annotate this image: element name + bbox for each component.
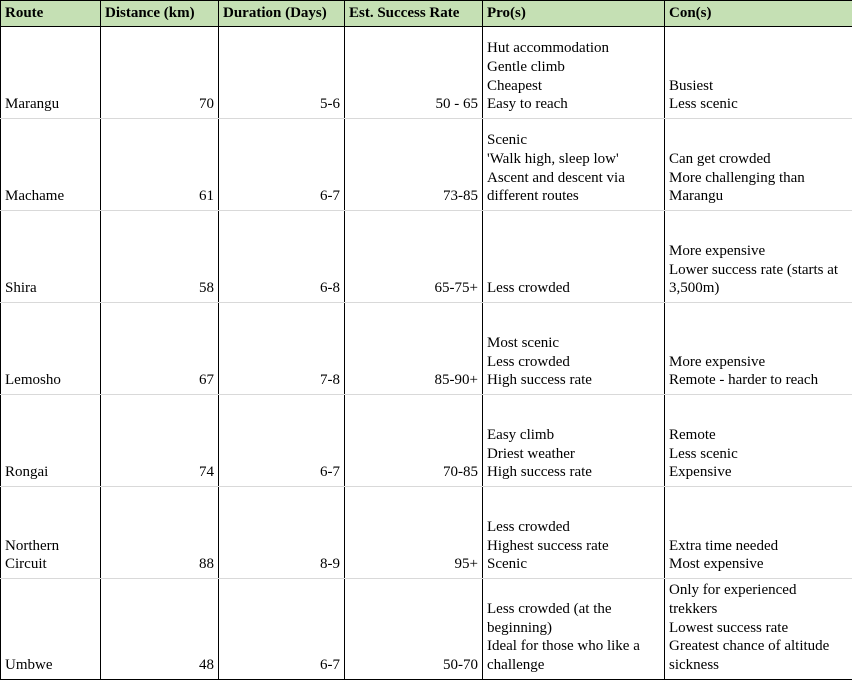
cell-route: Northern Circuit: [1, 487, 101, 579]
cell-pros: Less crowdedHighest success rateScenic: [483, 487, 665, 579]
col-distance: Distance (km): [101, 1, 219, 27]
cell-duration: 6-7: [219, 579, 345, 680]
cell-cons: Extra time neededMost expensive: [665, 487, 852, 579]
routes-table: Route Distance (km) Duration (Days) Est.…: [0, 0, 852, 680]
cell-distance: 70: [101, 27, 219, 119]
cell-distance: 48: [101, 579, 219, 680]
table-row: Northern Circuit888-995+Less crowdedHigh…: [1, 487, 852, 579]
cell-success: 50 - 65: [345, 27, 483, 119]
cell-route: Shira: [1, 211, 101, 303]
cell-distance: 61: [101, 119, 219, 211]
table-row: Umbwe486-750-70Less crowded (at the begi…: [1, 579, 852, 680]
cell-distance: 67: [101, 303, 219, 395]
cell-duration: 6-7: [219, 119, 345, 211]
cell-duration: 5-6: [219, 27, 345, 119]
cell-success: 95+: [345, 487, 483, 579]
cell-pros: Scenic'Walk high, sleep low'Ascent and d…: [483, 119, 665, 211]
cell-success: 50-70: [345, 579, 483, 680]
table-row: Shira586-865-75+Less crowdedMore expensi…: [1, 211, 852, 303]
cell-success: 85-90+: [345, 303, 483, 395]
cell-distance: 58: [101, 211, 219, 303]
cell-pros: Less crowded (at the beginning)Ideal for…: [483, 579, 665, 680]
cell-pros: Most scenicLess crowdedHigh success rate: [483, 303, 665, 395]
cell-cons: More expensiveRemote - harder to reach: [665, 303, 852, 395]
cell-cons: Can get crowdedMore challenging than Mar…: [665, 119, 852, 211]
cell-duration: 6-8: [219, 211, 345, 303]
cell-route: Machame: [1, 119, 101, 211]
cell-distance: 74: [101, 395, 219, 487]
col-pros: Pro(s): [483, 1, 665, 27]
cell-success: 65-75+: [345, 211, 483, 303]
cell-duration: 7-8: [219, 303, 345, 395]
cell-success: 73-85: [345, 119, 483, 211]
cell-cons: BusiestLess scenic: [665, 27, 852, 119]
cell-cons: More expensiveLower success rate (starts…: [665, 211, 852, 303]
cell-cons: RemoteLess scenicExpensive: [665, 395, 852, 487]
cell-route: Lemosho: [1, 303, 101, 395]
cell-pros: Easy climbDriest weatherHigh success rat…: [483, 395, 665, 487]
table-row: Machame616-773-85Scenic'Walk high, sleep…: [1, 119, 852, 211]
cell-route: Umbwe: [1, 579, 101, 680]
col-cons: Con(s): [665, 1, 852, 27]
cell-pros: Hut accommodationGentle climbCheapestEas…: [483, 27, 665, 119]
col-duration: Duration (Days): [219, 1, 345, 27]
cell-cons: Only for experienced trekkersLowest succ…: [665, 579, 852, 680]
cell-distance: 88: [101, 487, 219, 579]
col-route: Route: [1, 1, 101, 27]
table-header-row: Route Distance (km) Duration (Days) Est.…: [1, 1, 852, 27]
table-container: Route Distance (km) Duration (Days) Est.…: [0, 0, 852, 680]
table-body: Marangu705-650 - 65Hut accommodationGent…: [1, 27, 852, 680]
table-row: Lemosho677-885-90+Most scenicLess crowde…: [1, 303, 852, 395]
cell-route: Rongai: [1, 395, 101, 487]
cell-pros: Less crowded: [483, 211, 665, 303]
cell-route: Marangu: [1, 27, 101, 119]
cell-success: 70-85: [345, 395, 483, 487]
col-success: Est. Success Rate: [345, 1, 483, 27]
cell-duration: 8-9: [219, 487, 345, 579]
table-row: Rongai746-770-85Easy climbDriest weather…: [1, 395, 852, 487]
cell-duration: 6-7: [219, 395, 345, 487]
table-row: Marangu705-650 - 65Hut accommodationGent…: [1, 27, 852, 119]
